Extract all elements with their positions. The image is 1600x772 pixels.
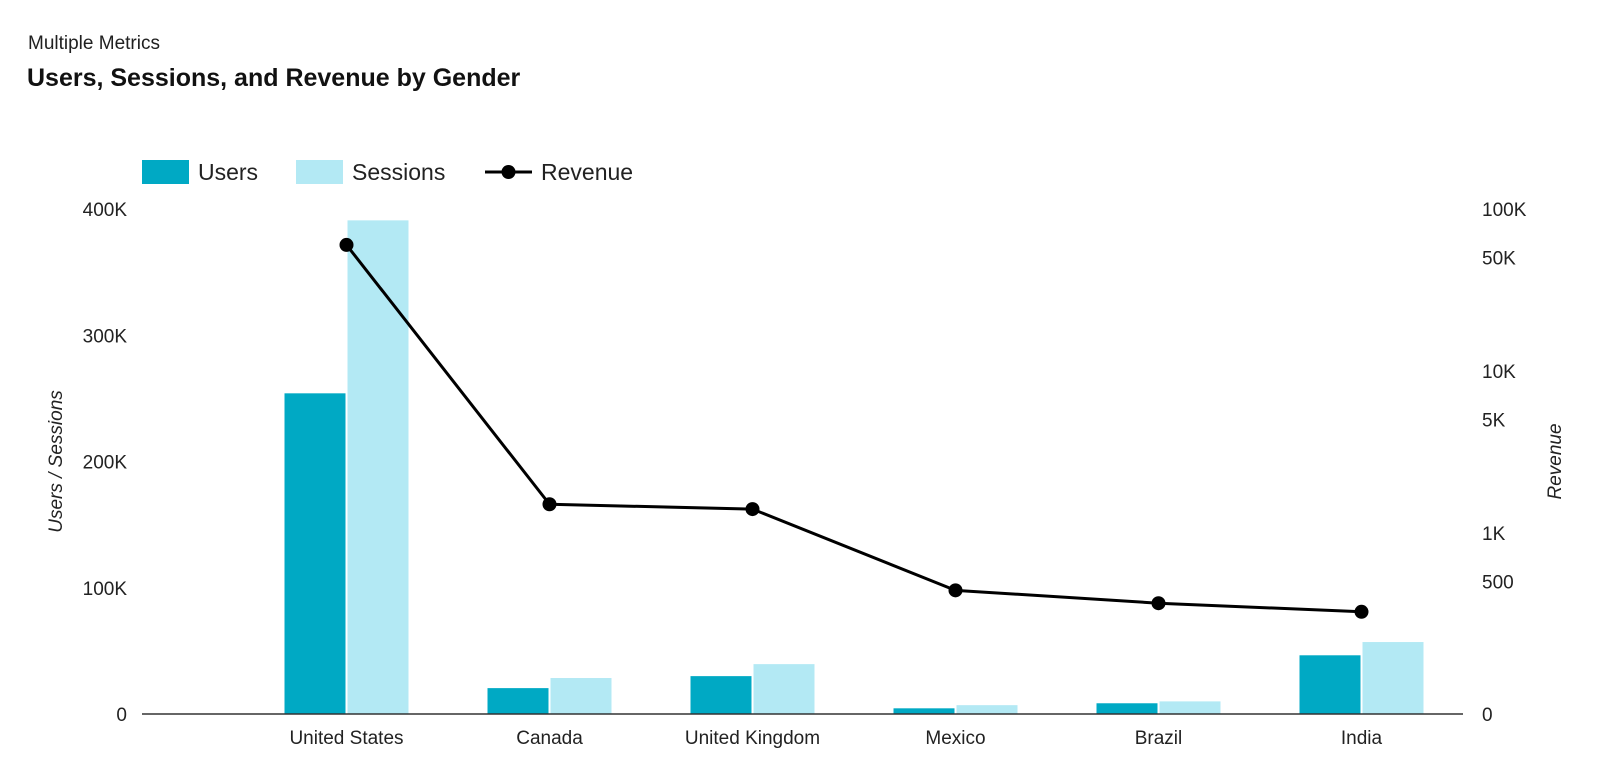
point-revenue-india (1354, 604, 1369, 619)
bar-users-mexico (893, 708, 955, 714)
x-tick-label: Brazil (1135, 728, 1183, 749)
x-tick-label: Canada (516, 728, 583, 749)
legend-swatch-sessions (296, 160, 343, 184)
bar-users-brazil (1096, 703, 1158, 714)
y-left-tick-label: 100K (83, 579, 128, 600)
y-left-tick-label: 200K (83, 453, 128, 474)
legend-label-users: Users (198, 159, 258, 185)
point-revenue-mexico (948, 583, 963, 598)
y-right-tick-label: 5K (1482, 411, 1506, 432)
legend-swatch-users (142, 160, 189, 184)
x-tick-label: India (1341, 728, 1383, 749)
legend-label-sessions: Sessions (352, 159, 445, 185)
y-right-tick-label: 100K (1482, 200, 1527, 221)
y-right-tick-label: 10K (1482, 362, 1516, 383)
point-revenue-canada (542, 497, 557, 512)
y-left-tick-label: 400K (83, 200, 128, 221)
y-left-tick-label: 0 (116, 705, 127, 726)
y-right-tick-label: 50K (1482, 249, 1516, 270)
point-revenue-united-states (339, 237, 354, 252)
chart-title: Users, Sessions, and Revenue by Gender (27, 64, 521, 92)
y-left-axis-title: Users / Sessions (46, 390, 67, 533)
y-left-tick-label: 300K (83, 326, 128, 347)
legend-marker-revenue (501, 165, 516, 179)
bar-sessions-united-states (347, 220, 409, 715)
bar-users-united-states (284, 393, 346, 714)
bar-users-india (1299, 655, 1361, 714)
bar-sessions-brazil (1159, 701, 1221, 714)
bar-sessions-canada (550, 678, 612, 714)
x-tick-label: United Kingdom (685, 728, 820, 749)
x-tick-label: United States (289, 728, 403, 749)
legend-label-revenue: Revenue (541, 159, 633, 185)
bar-users-united-kingdom (690, 676, 752, 714)
point-revenue-united-kingdom (745, 502, 760, 517)
y-right-axis-title: Revenue (1545, 423, 1566, 499)
chart-subtitle: Multiple Metrics (28, 33, 160, 54)
y-right-tick-label: 1K (1482, 524, 1506, 545)
series-line-revenue (345, 243, 1362, 614)
bar-sessions-india (1362, 642, 1424, 714)
point-revenue-brazil (1151, 596, 1166, 611)
bar-sessions-mexico (956, 705, 1018, 714)
y-right-tick-label: 0 (1482, 705, 1493, 726)
y-right-tick-label: 500 (1482, 573, 1514, 594)
x-tick-label: Mexico (925, 728, 985, 749)
bar-users-canada (487, 688, 549, 714)
bar-sessions-united-kingdom (753, 664, 815, 714)
